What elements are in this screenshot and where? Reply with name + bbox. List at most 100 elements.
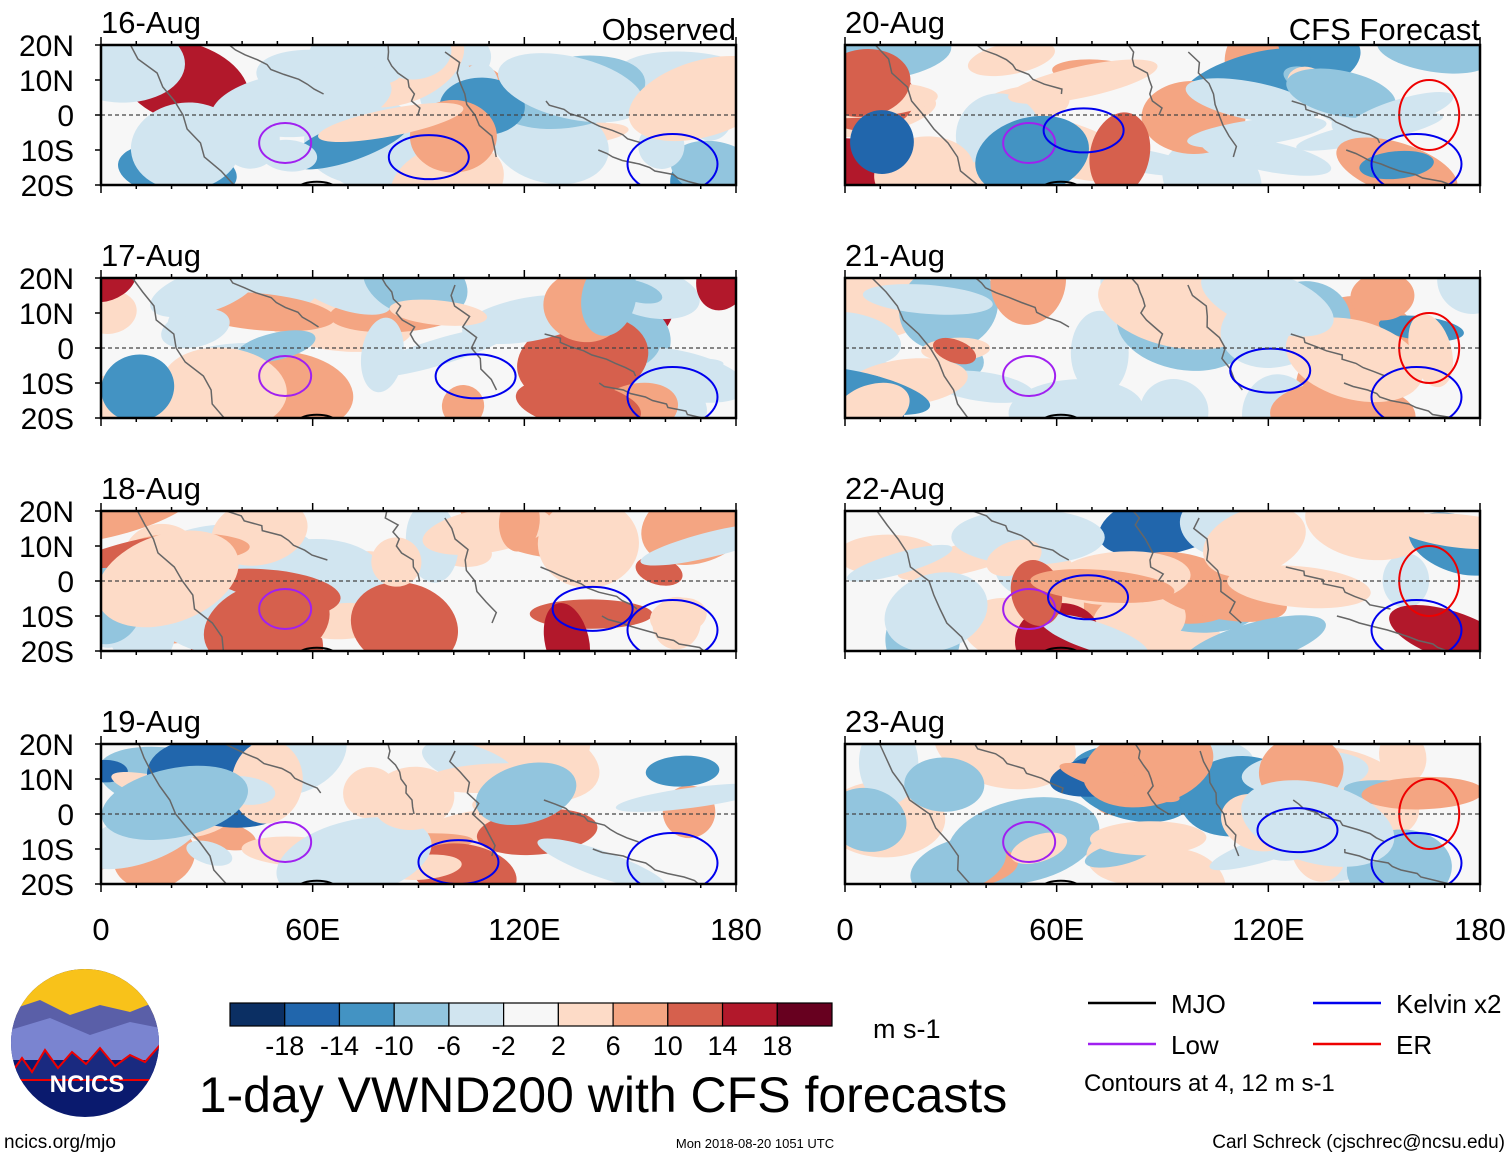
wave-contour	[299, 646, 335, 651]
anomaly-shading	[1377, 45, 1480, 74]
y-tick-label: 10N	[19, 764, 74, 797]
anomaly-shading	[951, 511, 1105, 565]
wave-contour	[1256, 807, 1339, 854]
website-link[interactable]: ncics.org/mjo	[4, 1132, 116, 1153]
anomaly-shading	[362, 278, 468, 320]
map-panel: 22-Aug	[843, 471, 1482, 659]
anomaly-shading	[1241, 780, 1395, 867]
wave-contour	[1002, 122, 1057, 164]
wave-contour	[1043, 180, 1079, 185]
anomaly-shading	[1347, 92, 1454, 134]
legend: MJO Kelvin x2 Low ER	[1088, 989, 1502, 1060]
wave-contour	[626, 366, 719, 418]
coastline	[387, 45, 421, 116]
coastline	[226, 511, 328, 561]
anomaly-shading	[101, 290, 137, 334]
anomaly-shading	[1187, 116, 1327, 149]
x-tick-label: 0	[92, 912, 109, 947]
anomaly-shading	[581, 278, 637, 336]
panel-label: Observed	[602, 12, 736, 47]
colorbar-swatch	[284, 1002, 341, 1027]
wave-contour	[387, 134, 470, 181]
colorbar-swatch	[557, 1002, 614, 1027]
panel-date: 18-Aug	[101, 471, 201, 506]
coastline	[1292, 799, 1386, 843]
anomaly-shading	[389, 299, 488, 326]
y-tick-label: 0	[57, 333, 74, 366]
anomaly-shading	[845, 787, 907, 852]
anomaly-shading	[371, 537, 422, 587]
legend-label: Kelvin x2	[1396, 989, 1502, 1019]
y-tick-label: 20S	[21, 170, 74, 203]
wave-contour	[1370, 832, 1463, 884]
anomaly-shading	[649, 597, 707, 636]
colorbar-label: -18	[265, 1031, 304, 1061]
coastline	[1134, 744, 1169, 815]
coastline	[228, 278, 319, 328]
x-tick-label: 120E	[1232, 912, 1304, 947]
author-credit: Carl Schreck (cjschrec@ncsu.edu)	[1212, 1132, 1505, 1153]
panel-date: 16-Aug	[101, 5, 201, 40]
coastline	[1130, 278, 1164, 349]
wave-contour	[258, 122, 313, 164]
anomaly-shading	[1089, 112, 1151, 185]
y-tick-label: 0	[57, 566, 74, 599]
wave-contour	[1047, 574, 1130, 621]
anomaly-shading	[360, 317, 404, 393]
anomaly-shading	[498, 53, 644, 123]
y-tick-label: 20S	[21, 403, 74, 436]
coastline	[138, 744, 227, 884]
anomaly-shading	[1185, 78, 1318, 124]
coastline	[975, 278, 1070, 328]
colorbar-label: 6	[606, 1031, 621, 1061]
coastline	[129, 45, 235, 185]
anomaly-shading	[645, 755, 720, 787]
legend-label: MJO	[1171, 989, 1226, 1019]
colorbar-swatch	[503, 1002, 559, 1027]
wave-contour	[1370, 133, 1463, 185]
x-tick-label: 60E	[1029, 912, 1084, 947]
panel-date: 22-Aug	[845, 471, 945, 506]
panel-date: 19-Aug	[101, 704, 201, 739]
map-panels: 16-Aug Observed20N10N010S20S17-Aug20N10N0…	[19, 5, 1482, 902]
anomaly-shading	[628, 55, 736, 142]
legend-label: ER	[1396, 1030, 1432, 1060]
anomaly-shading	[1203, 511, 1306, 577]
colorbar-swatch	[393, 1002, 450, 1027]
anomaly-shading	[1305, 511, 1430, 561]
coastline	[1187, 51, 1238, 158]
anomaly-shading	[615, 783, 736, 812]
wave-contour	[551, 585, 634, 632]
anomaly-shading	[101, 511, 195, 543]
y-tick-label: 20S	[21, 869, 74, 902]
anomaly-shading	[130, 102, 242, 185]
anomaly-shading	[1010, 832, 1068, 865]
coastline	[974, 744, 1064, 794]
anomaly-shading	[904, 757, 985, 812]
legend-item: ER	[1313, 1030, 1432, 1060]
y-tick-label: 20S	[21, 636, 74, 669]
anomaly-shading	[318, 102, 464, 143]
coastline	[448, 750, 496, 857]
wave-contour	[626, 599, 719, 651]
y-tick-label: 10S	[21, 834, 74, 867]
wave-contour	[1370, 599, 1463, 651]
anomaly-shading	[1008, 379, 1144, 418]
anomaly-shading	[1039, 613, 1149, 651]
timestamp: Mon 2018-08-20 1051 UTC	[676, 1136, 834, 1151]
anomaly-shading	[543, 511, 602, 572]
wave-contour	[1229, 347, 1312, 394]
coastline	[1343, 382, 1455, 418]
wave-contour	[1042, 107, 1125, 154]
wave-contour	[299, 180, 335, 185]
anomaly-shading	[884, 572, 988, 651]
anomaly-shading	[1089, 821, 1207, 856]
legend-item: MJO	[1088, 989, 1226, 1019]
coastline	[1187, 284, 1243, 391]
panel-label: CFS Forecast	[1289, 12, 1481, 47]
anomaly-shading	[640, 522, 736, 566]
y-tick-label: 0	[57, 799, 74, 832]
